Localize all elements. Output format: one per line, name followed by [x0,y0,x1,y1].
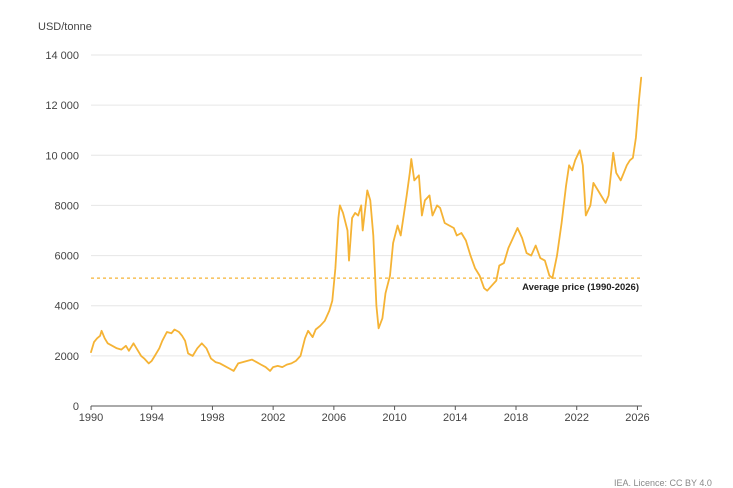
average-price-label: Average price (1990-2026) [522,282,639,293]
y-axis-ticks: 0 2000 4000 6000 8000 10 000 12 000 14 000 [45,50,79,413]
gridlines [91,54,642,357]
y-axis-unit-label: USD/tonne [38,21,92,33]
x-tick-label: 2022 [564,412,588,424]
y-tick-label: 12 000 [45,100,79,112]
x-tick-label: 2026 [625,412,649,424]
x-tick-label: 1990 [79,412,103,424]
x-tick-label: 2014 [443,412,467,424]
x-tick-label: 2006 [322,412,346,424]
y-tick-label: 8000 [55,200,79,212]
y-tick-label: 6000 [55,251,79,263]
x-axis-ticks: 1990 1994 1998 2002 2006 2010 2014 2018 2022 2026 [79,406,650,424]
x-tick-label: 2010 [382,412,406,424]
credit-text: IEA. Licence: CC BY 4.0 [614,478,712,488]
average-price-reference: Average price (1990-2026) [91,277,642,293]
price-series-line [90,76,643,372]
x-tick-label: 2018 [504,412,528,424]
x-tick-label: 2002 [261,412,285,424]
y-tick-label: 0 [73,401,79,413]
y-tick-label: 14 000 [45,50,79,62]
y-tick-label: 2000 [55,351,79,363]
y-tick-label: 4000 [55,301,79,313]
x-tick-label: 1994 [139,412,163,424]
y-tick-label: 10 000 [45,150,79,162]
x-tick-label: 1998 [200,412,224,424]
